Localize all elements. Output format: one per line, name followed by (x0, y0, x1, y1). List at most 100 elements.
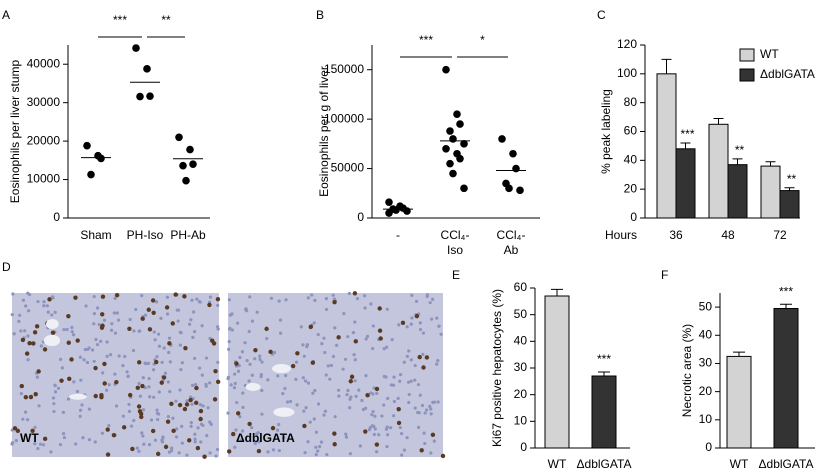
nucleus (313, 298, 317, 302)
nucleus (196, 426, 200, 430)
ki67-nucleus (32, 330, 38, 335)
nucleus (236, 369, 241, 373)
nucleus (117, 354, 121, 358)
ki67-nucleus (69, 357, 74, 362)
ki67-nucleus (15, 428, 21, 434)
nucleus (180, 441, 184, 445)
nucleus (155, 355, 159, 359)
nucleus (36, 446, 40, 451)
ki67-nucleus (377, 306, 382, 311)
nucleus (413, 378, 417, 382)
nucleus (237, 364, 241, 368)
ki67-nucleus (93, 393, 98, 399)
nucleus (19, 329, 23, 333)
y-tick-label: 0 (630, 210, 637, 224)
nucleus (78, 355, 83, 359)
vessel (69, 393, 87, 400)
nucleus (185, 399, 189, 403)
nucleus (61, 432, 66, 436)
nucleus (168, 360, 172, 364)
nucleus (146, 361, 151, 365)
bar (760, 165, 781, 219)
nucleus (386, 396, 390, 401)
ki67-nucleus (182, 406, 188, 412)
nucleus (42, 300, 46, 304)
ki67-nucleus (211, 341, 217, 346)
nucleus (238, 355, 242, 360)
nucleus (273, 350, 277, 355)
ki67-nucleus (111, 432, 117, 438)
y-tick-label: 30 (699, 356, 713, 370)
y-tick-label: 120 (617, 37, 637, 51)
ki67-nucleus (264, 326, 269, 332)
data-point (143, 65, 151, 73)
nucleus (323, 350, 327, 355)
data-point (442, 145, 450, 153)
nucleus (301, 343, 305, 347)
nucleus (81, 436, 85, 440)
nucleus (316, 449, 320, 453)
nucleus (92, 322, 96, 326)
y-tick-label: 50 (514, 307, 528, 321)
nucleus (208, 381, 212, 385)
ki67-nucleus (127, 326, 132, 332)
ki67-nucleus (59, 378, 64, 383)
nucleus (35, 375, 40, 379)
ki67-nucleus (207, 302, 212, 308)
vessel (273, 407, 295, 417)
ki67-nucleus (430, 432, 436, 438)
nucleus (405, 354, 409, 358)
nucleus (241, 391, 245, 395)
x-tick-label: CCl₄- (441, 228, 470, 242)
nucleus (418, 321, 422, 325)
nucleus (94, 337, 98, 342)
nucleus (416, 383, 421, 387)
nucleus (135, 446, 139, 450)
x-axis-label: Hours (605, 228, 637, 242)
y-tick-label: 0 (705, 440, 712, 454)
nucleus (335, 343, 339, 347)
nucleus (398, 379, 402, 383)
nucleus (382, 403, 386, 407)
nucleus (23, 410, 28, 414)
nucleus (399, 431, 404, 436)
nucleus (281, 392, 285, 396)
y-axis-label: Ki67 positive hepatocytes (%) (490, 289, 504, 447)
nucleus (208, 420, 212, 424)
nucleus (166, 415, 170, 419)
ki67-nucleus (67, 376, 72, 382)
nucleus (435, 362, 439, 366)
panel-letter: F (661, 268, 668, 282)
nucleus (402, 448, 407, 452)
nucleus (385, 425, 389, 429)
nucleus (410, 316, 414, 320)
ki67-nucleus (167, 341, 172, 346)
nucleus (131, 348, 136, 353)
bar (675, 148, 696, 219)
nucleus (353, 379, 357, 383)
nucleus (398, 425, 402, 430)
nucleus (260, 388, 264, 393)
ki67-nucleus (177, 402, 183, 408)
nucleus (346, 388, 350, 393)
nucleus (398, 372, 403, 377)
nucleus (371, 346, 375, 351)
nucleus (39, 344, 43, 348)
error-bar (733, 351, 745, 357)
nucleus (230, 328, 234, 332)
nucleus (241, 405, 245, 409)
nucleus (93, 440, 97, 444)
bar (591, 375, 617, 449)
x-tick-label: Ab (504, 243, 519, 257)
nucleus (400, 453, 404, 457)
nucleus (276, 428, 280, 432)
ki67-nucleus (28, 394, 34, 400)
x-tick-label: Iso (447, 243, 463, 257)
nucleus (369, 302, 373, 306)
nucleus (167, 450, 172, 454)
nucleus (337, 394, 341, 398)
nucleus (314, 430, 319, 434)
nucleus (201, 404, 205, 408)
nucleus (310, 293, 314, 297)
ki67-nucleus (348, 379, 354, 384)
